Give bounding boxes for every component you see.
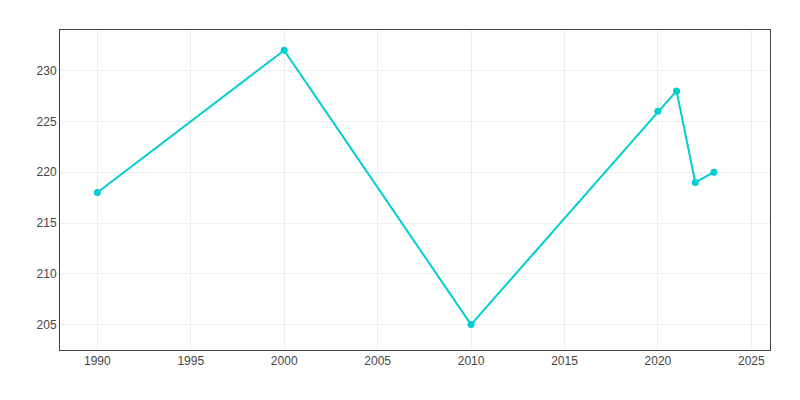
svg-text:2020: 2020 xyxy=(645,354,672,368)
svg-text:2000: 2000 xyxy=(271,354,298,368)
svg-text:2015: 2015 xyxy=(551,354,578,368)
svg-text:210: 210 xyxy=(37,267,57,281)
svg-text:225: 225 xyxy=(37,115,57,129)
svg-text:205: 205 xyxy=(37,318,57,332)
svg-text:220: 220 xyxy=(37,165,57,179)
svg-text:1990: 1990 xyxy=(84,354,111,368)
svg-text:1995: 1995 xyxy=(177,354,204,368)
svg-text:2005: 2005 xyxy=(364,354,391,368)
svg-text:2010: 2010 xyxy=(458,354,485,368)
svg-text:230: 230 xyxy=(37,64,57,78)
svg-text:215: 215 xyxy=(37,216,57,230)
svg-text:2025: 2025 xyxy=(738,354,765,368)
